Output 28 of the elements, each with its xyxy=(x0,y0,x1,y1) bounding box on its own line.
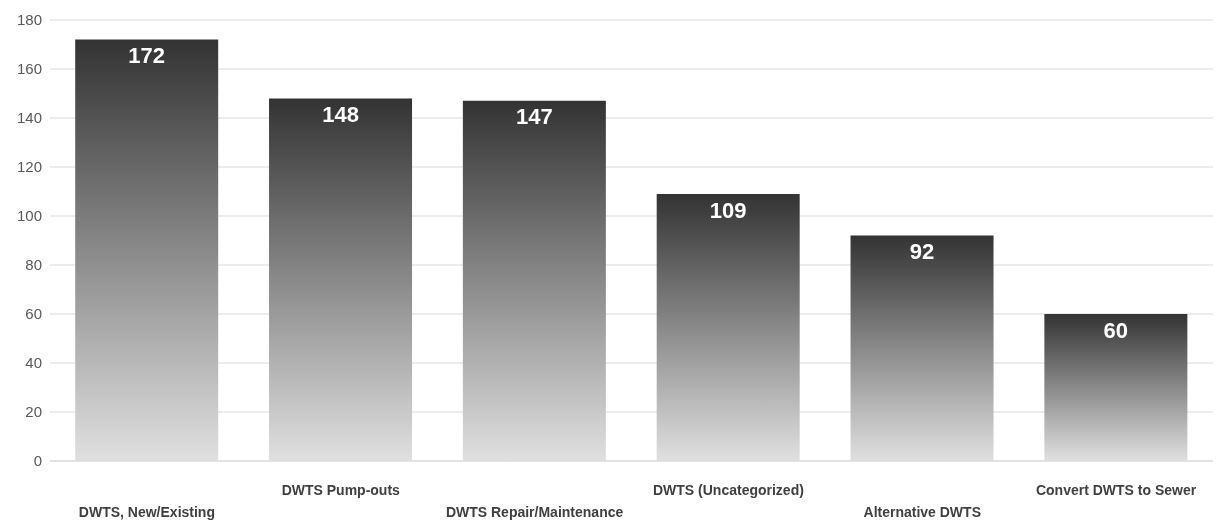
x-tick-label: Convert DWTS to Sewer xyxy=(1035,482,1197,498)
y-tick-label: 160 xyxy=(16,60,42,78)
bar xyxy=(1044,314,1188,461)
data-label: 148 xyxy=(322,102,359,128)
y-tick-label: 0 xyxy=(33,452,42,470)
y-tick-label: 40 xyxy=(25,354,42,372)
data-label: 109 xyxy=(709,197,747,223)
y-tick-label: 180 xyxy=(16,11,42,29)
bar xyxy=(75,39,219,461)
x-tick-label: Alternative DWTS xyxy=(863,504,981,520)
y-tick-label: 120 xyxy=(16,158,42,176)
x-tick-label: DWTS, New/Existing xyxy=(78,504,215,520)
bar xyxy=(850,235,994,461)
y-tick-label: 60 xyxy=(25,305,42,323)
y-tick-label: 80 xyxy=(25,256,42,274)
bar xyxy=(656,193,800,461)
bar xyxy=(462,100,606,461)
y-tick-label: 20 xyxy=(25,403,42,421)
bar xyxy=(269,98,413,461)
x-tick-label: DWTS (Uncategorized) xyxy=(652,482,804,498)
data-label: 92 xyxy=(909,239,935,265)
x-tick-label: DWTS Repair/Maintenance xyxy=(445,504,624,520)
y-tick-label: 140 xyxy=(16,109,42,127)
data-label: 147 xyxy=(516,104,553,130)
y-tick-label: 100 xyxy=(16,207,42,225)
data-label: 60 xyxy=(1103,317,1129,343)
data-label: 172 xyxy=(128,43,166,69)
x-tick-label: DWTS Pump-outs xyxy=(281,482,401,498)
